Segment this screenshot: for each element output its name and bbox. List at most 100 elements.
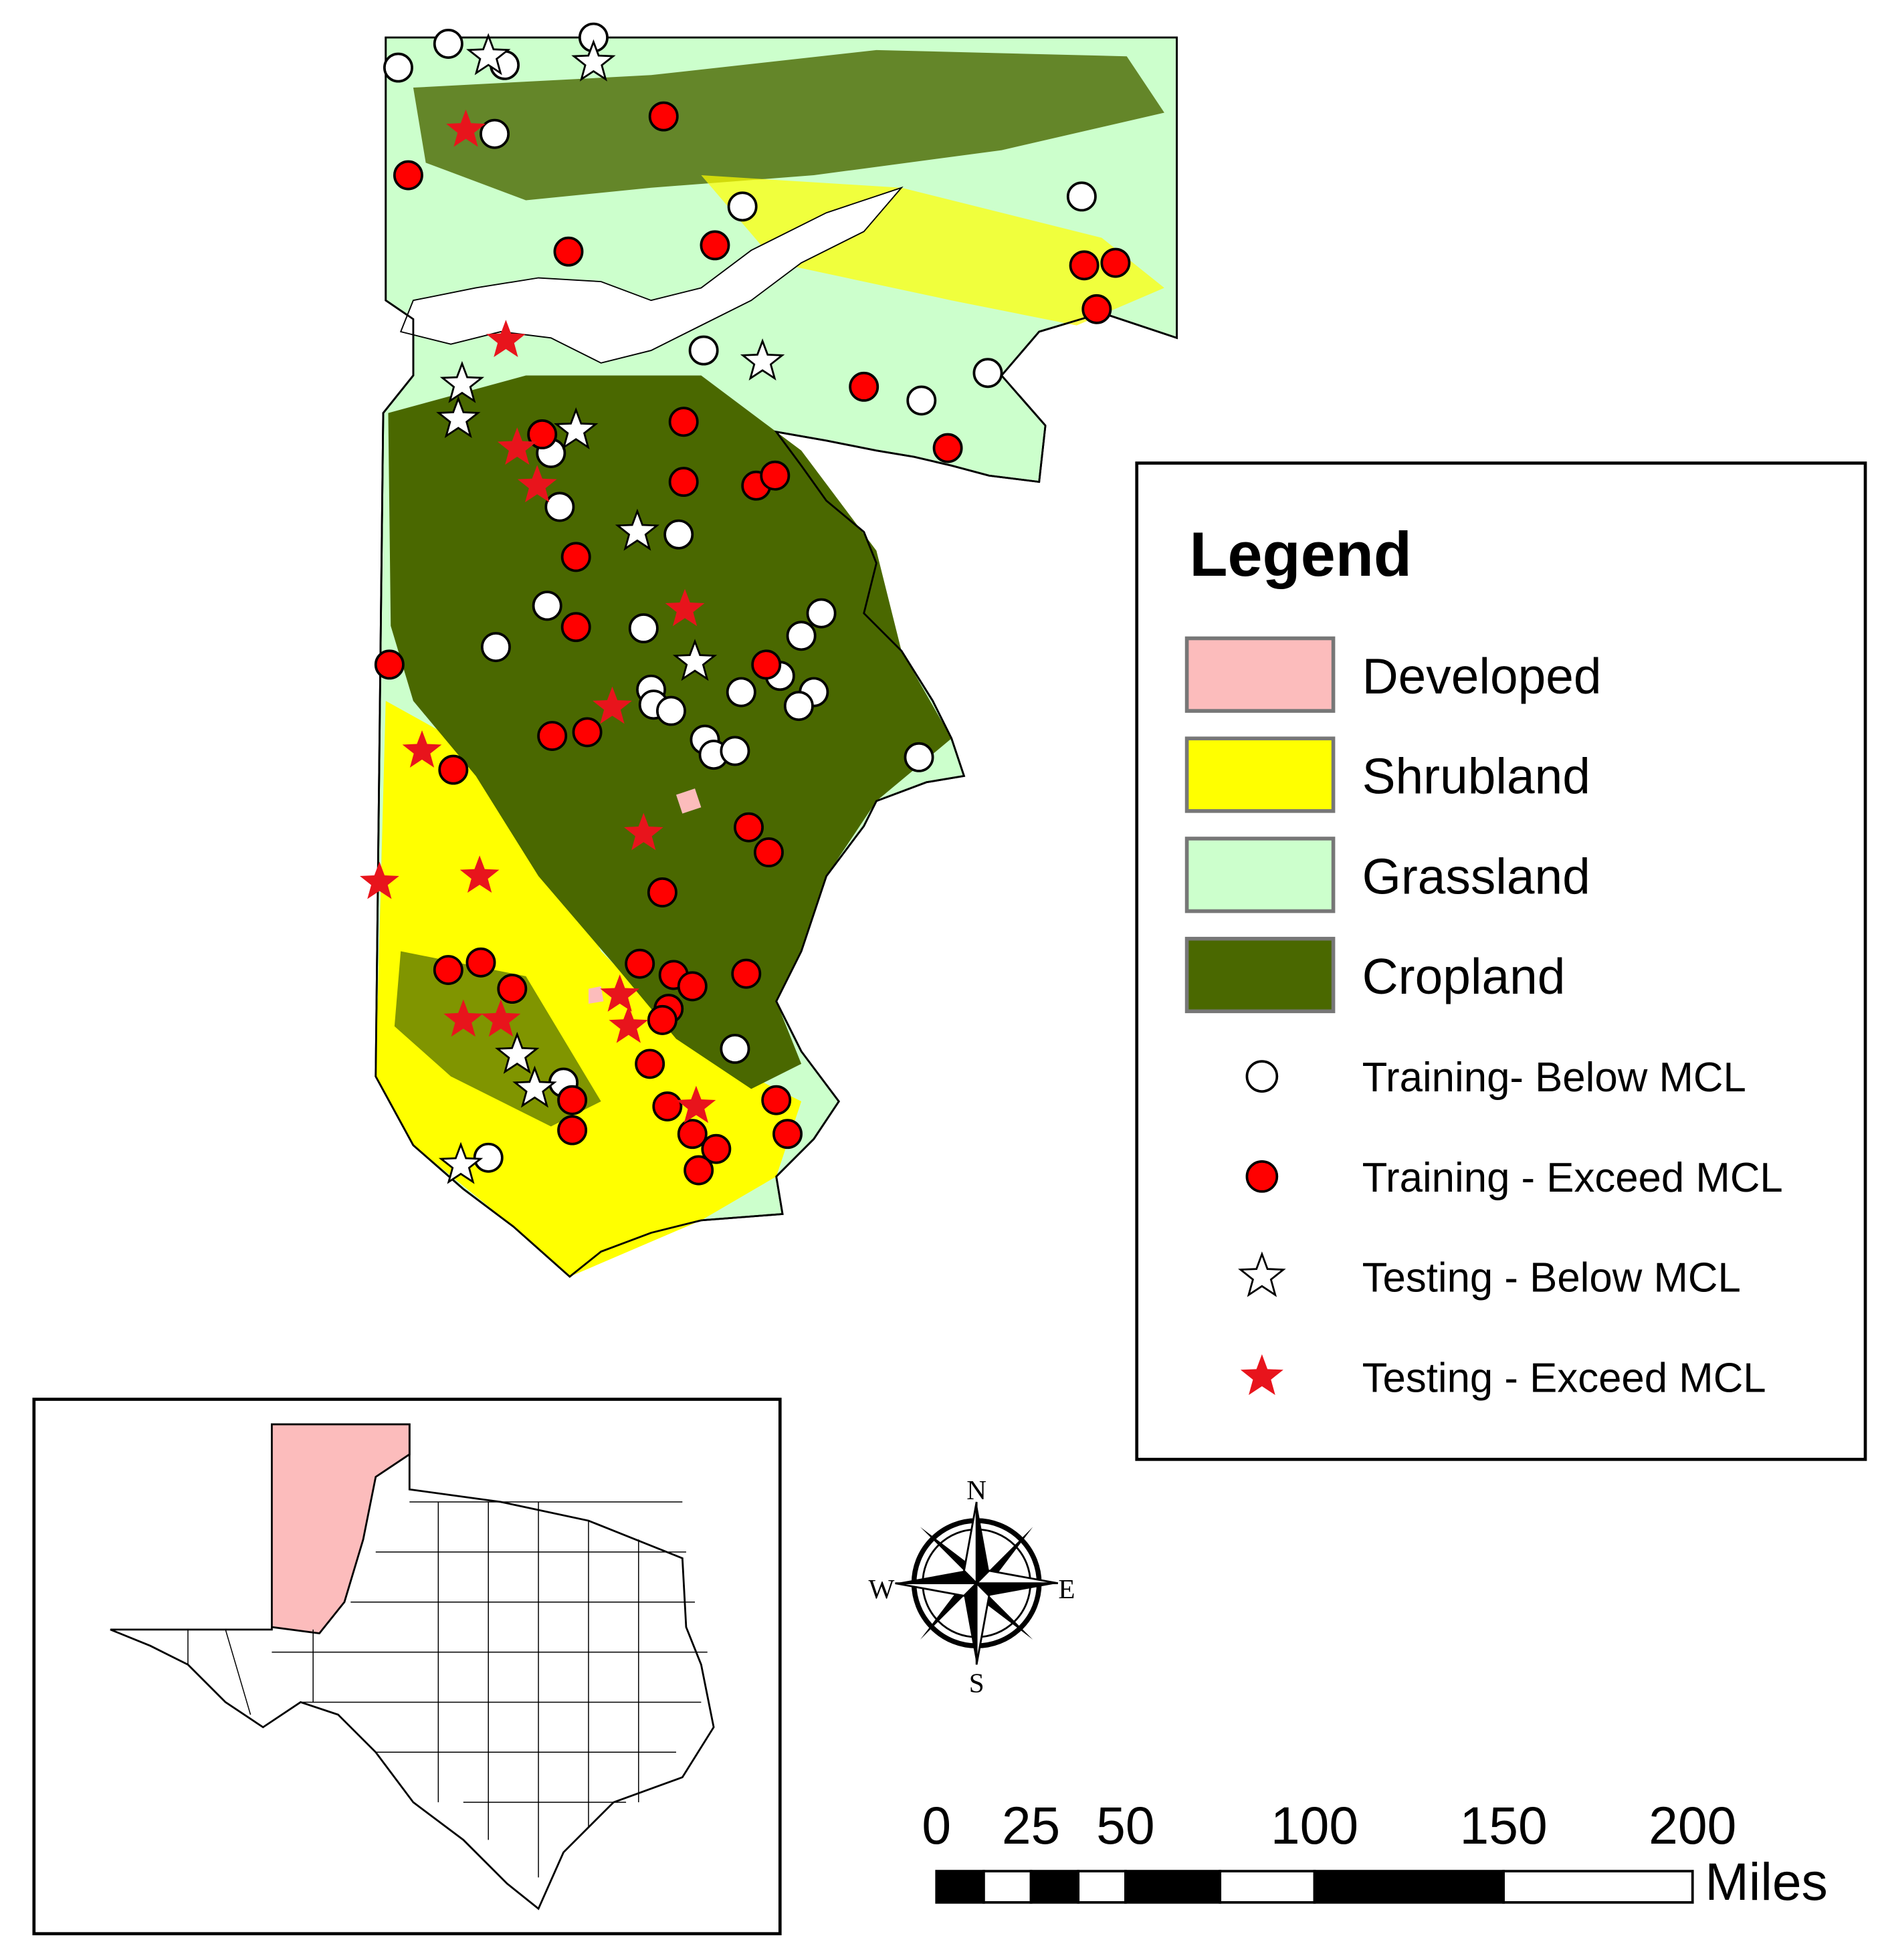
texas-outline [110, 1423, 715, 1911]
sample-marker [625, 948, 655, 979]
sample-marker [700, 230, 730, 261]
sample-marker [593, 686, 632, 724]
sample-marker [433, 955, 463, 985]
sample-marker [615, 508, 660, 551]
legend-swatch [1184, 837, 1336, 913]
sample-marker [786, 621, 817, 651]
sample-marker [512, 1065, 557, 1108]
sample-marker [672, 639, 718, 681]
sample-marker [446, 109, 486, 147]
sample-marker [753, 837, 784, 868]
sample-marker [443, 999, 484, 1037]
sample-marker [972, 358, 1003, 389]
sample-marker [761, 1085, 792, 1115]
legend-label: Shrubland [1362, 748, 1590, 804]
legend-label: Training - Exceed MCL [1362, 1155, 1783, 1201]
sample-marker [465, 33, 511, 76]
compass-north: N [966, 1475, 986, 1505]
sample-marker [652, 1091, 683, 1121]
scale-label: 100 [1271, 1796, 1358, 1855]
sample-marker [557, 1085, 588, 1115]
sample-marker [635, 1049, 665, 1079]
sample-marker [571, 39, 616, 82]
scale-segment [1124, 1870, 1222, 1904]
sample-marker [527, 419, 558, 449]
sample-marker [932, 433, 963, 463]
sample-marker [433, 29, 463, 59]
sample-marker [904, 742, 934, 772]
sample-marker [600, 974, 640, 1012]
sample-marker [459, 855, 500, 893]
sample-marker [1245, 1060, 1279, 1093]
sample-marker [554, 407, 599, 449]
sample-marker [402, 730, 442, 768]
legend-label: Cropland [1362, 948, 1566, 1004]
cropland-area [388, 375, 952, 1089]
sample-marker [532, 590, 562, 621]
compass-west: W [868, 1573, 894, 1604]
sample-marker [439, 360, 485, 403]
sample-marker [783, 691, 814, 722]
sample-marker [473, 1142, 504, 1173]
sample-marker [374, 649, 405, 680]
sample-marker [436, 396, 481, 439]
scale-label: 200 [1649, 1796, 1736, 1855]
sample-marker [740, 338, 785, 381]
sample-marker [1245, 1160, 1279, 1193]
legend-swatch [1184, 936, 1336, 1014]
sample-marker [677, 971, 708, 1002]
sample-marker [1100, 247, 1131, 278]
sample-marker [1066, 181, 1097, 212]
sample-marker [647, 877, 677, 907]
sample-marker [393, 160, 423, 191]
sample-marker [1081, 294, 1112, 324]
sample-marker [486, 320, 526, 357]
scale-label: 25 [1002, 1796, 1060, 1855]
sample-marker [656, 695, 686, 726]
sample-marker [609, 1005, 649, 1043]
cropland-area [413, 49, 1164, 201]
legend-swatch [1184, 636, 1336, 713]
inset-texas [110, 1423, 715, 1911]
map-outline [375, 36, 1178, 1278]
sample-marker [720, 736, 750, 766]
sample-marker [668, 407, 699, 437]
legend-items: Developed Shrubland Grassland Cropland Train… [1184, 636, 1783, 1401]
sample-marker [849, 371, 879, 402]
compass-south: S [969, 1667, 984, 1698]
sample-marker [480, 632, 511, 663]
scale-segment [1077, 1870, 1127, 1904]
scale-segment [1313, 1870, 1505, 1904]
sample-marker [668, 467, 699, 498]
sample-marker [628, 613, 659, 644]
sample-marker [495, 1031, 540, 1074]
sample-marker [731, 958, 762, 989]
sample-marker [734, 812, 764, 843]
sample-marker [751, 649, 782, 680]
sample-marker [665, 588, 705, 627]
study-area-inset [271, 1423, 411, 1634]
developed-area [588, 788, 702, 1004]
legend-label: Testing - Exceed MCL [1362, 1355, 1766, 1401]
scale-segment [1219, 1870, 1316, 1904]
sample-marker [480, 118, 510, 149]
sample-marker [677, 1119, 708, 1150]
scale-unit: Miles [1705, 1852, 1827, 1911]
legend-swatch [1184, 736, 1336, 813]
legend-title: Legend [1189, 519, 1412, 589]
sample-marker [359, 861, 399, 899]
sample-marker [438, 1141, 484, 1184]
sample-marker [772, 1119, 803, 1150]
sample-marker [497, 974, 528, 1004]
sample-marker [727, 191, 758, 222]
sample-marker [906, 385, 937, 416]
county-lines [187, 1501, 708, 1878]
compass-rose: N E S W [868, 1475, 1075, 1698]
sample-marker [1238, 1251, 1286, 1297]
legend-label: Developed [1362, 648, 1602, 704]
scale-label: 50 [1096, 1796, 1154, 1855]
scale-label: 0 [922, 1796, 951, 1855]
scale-segment [982, 1870, 1033, 1904]
